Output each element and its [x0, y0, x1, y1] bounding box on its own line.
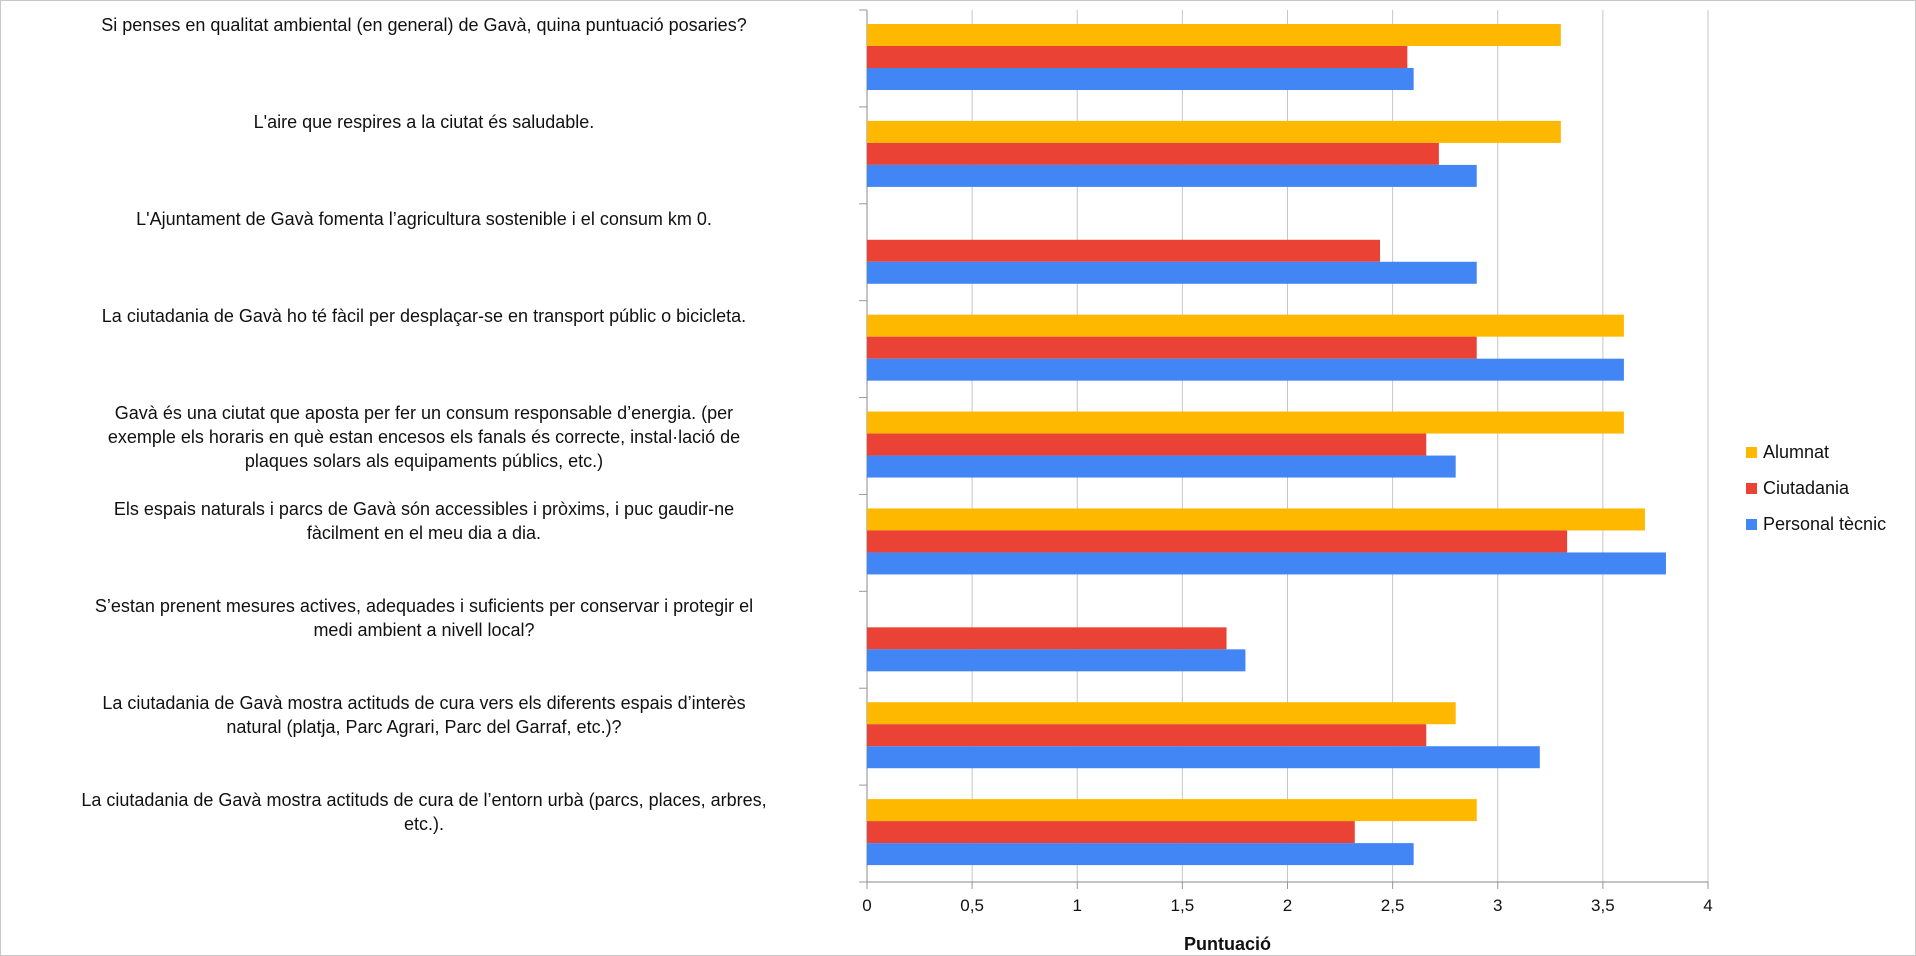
bar-personal-t-cnic [867, 68, 1414, 90]
bar-ciutadania [867, 821, 1355, 844]
bar-ciutadania [867, 46, 1408, 68]
bar-personal-t-cnic [867, 164, 1477, 187]
category-label: L'aire que respires a la ciutat és salud… [0, 110, 848, 134]
legend-label: Ciutadania [1763, 477, 1850, 498]
category-label: Els espais naturals i parcs de Gavà són … [0, 497, 848, 545]
bar-alumnat [867, 120, 1561, 143]
category-label-line: medi ambient a nivell local? [313, 620, 535, 641]
bar-personal-t-cnic [867, 746, 1540, 769]
bar-ciutadania [867, 142, 1439, 165]
bar-personal-t-cnic [867, 649, 1246, 672]
category-label-line: La ciutadania de Gavà mostra actituds de… [81, 790, 767, 811]
category-label: La ciutadania de Gavà mostra actituds de… [0, 788, 848, 836]
bar-alumnat [867, 24, 1561, 46]
x-tick-label: 4 [1703, 896, 1712, 915]
bar-personal-t-cnic [867, 261, 1477, 284]
category-label-line: La ciutadania de Gavà ho té fàcil per de… [101, 305, 747, 326]
legend-swatch [1746, 446, 1757, 458]
bar-ciutadania [867, 239, 1381, 262]
bar-personal-t-cnic [867, 843, 1414, 866]
category-label-line: natural (platja, Parc Agrari, Parc del G… [226, 717, 622, 738]
category-label-line: etc.). [403, 814, 444, 835]
x-axis-title: Puntuació [1184, 934, 1272, 954]
bar-ciutadania [867, 530, 1568, 553]
legend-label: Personal tècnic [1763, 513, 1887, 534]
legend-swatch [1746, 482, 1757, 494]
x-tick-label: 3 [1493, 896, 1502, 915]
bar-personal-t-cnic [867, 552, 1666, 575]
category-label-line: L'aire que respires a la ciutat és salud… [253, 111, 595, 132]
x-tick-label: 0,5 [960, 896, 984, 915]
bar-personal-t-cnic [867, 358, 1624, 381]
bar-alumnat [867, 702, 1456, 725]
category-label: La ciutadania de Gavà mostra actituds de… [0, 691, 848, 739]
x-tick-label: 0 [862, 896, 871, 915]
legend: Alumnat Ciutadania Personal tècnic [1746, 434, 1886, 542]
category-label: S’estan prenent mesures actives, adequad… [0, 594, 848, 642]
category-label-line: exemple els horaris en què estan encesos… [107, 426, 741, 447]
bar-personal-t-cnic [867, 455, 1456, 478]
bar-alumnat [867, 314, 1624, 337]
bar-ciutadania [867, 724, 1427, 747]
legend-item: Personal tècnic [1746, 506, 1886, 542]
category-label: La ciutadania de Gavà ho té fàcil per de… [0, 304, 848, 328]
category-label: Si penses en qualitat ambiental (en gene… [0, 13, 848, 37]
x-tick-label: 2,5 [1381, 896, 1405, 915]
bar-ciutadania [867, 336, 1477, 359]
bar-alumnat [867, 508, 1645, 531]
category-label-line: plaques solars als equipaments públics, … [244, 450, 604, 471]
category-label-line: La ciutadania de Gavà mostra actituds de… [102, 693, 746, 714]
category-label-line: Gavà és una ciutat que aposta per fer un… [114, 402, 734, 423]
legend-item: Alumnat [1746, 434, 1886, 470]
category-label-line: Els espais naturals i parcs de Gavà són … [113, 499, 735, 520]
legend-item: Ciutadania [1746, 470, 1886, 506]
bar-alumnat [867, 799, 1477, 822]
category-label: L'Ajuntament de Gavà fomenta l’agricultu… [0, 207, 848, 231]
category-label-line: fàcilment en el meu dia a dia. [306, 523, 542, 544]
x-tick-label: 3,5 [1591, 896, 1615, 915]
bar-ciutadania [867, 627, 1227, 650]
category-label: Gavà és una ciutat que aposta per fer un… [0, 401, 848, 473]
bar-alumnat [867, 411, 1624, 434]
x-tick-label: 1,5 [1171, 896, 1195, 915]
legend-swatch [1746, 518, 1757, 530]
category-label-line: S’estan prenent mesures actives, adequad… [94, 596, 754, 617]
category-label-line: Si penses en qualitat ambiental (en gene… [101, 15, 747, 35]
category-label-line: L'Ajuntament de Gavà fomenta l’agricultu… [136, 208, 712, 229]
legend-label: Alumnat [1763, 441, 1830, 462]
x-tick-label: 1 [1073, 896, 1082, 915]
x-tick-label: 2 [1283, 896, 1292, 915]
bar-ciutadania [867, 433, 1427, 456]
